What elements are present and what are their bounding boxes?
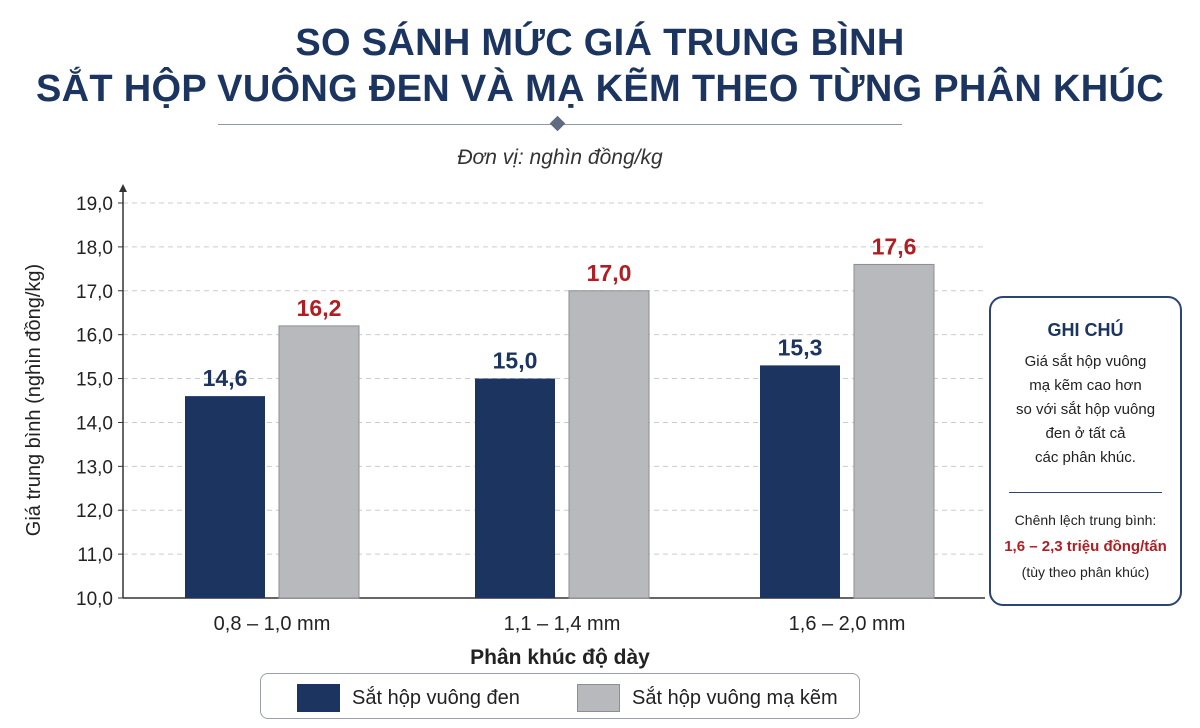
legend-label-galvanized: Sắt hộp vuông mạ kẽm (632, 686, 838, 709)
chart-legend: Sắt hộp vuông đen Sắt hộp vuông mạ kẽm (260, 673, 860, 719)
bar-black (185, 396, 265, 598)
legend-label-black: Sắt hộp vuông đen (352, 686, 520, 709)
y-axis-arrow-icon (119, 184, 127, 192)
legend-swatch-galvanized (577, 684, 620, 712)
data-label: 15,0 (493, 348, 538, 374)
legend-swatch-black (297, 684, 340, 712)
y-tick-label: 19,0 (76, 194, 113, 215)
bar-black (760, 365, 840, 598)
note-body-line: Giá sắt hộp vuông (1024, 353, 1147, 370)
note-diff-label: Chênh lệch trung bình: (1014, 512, 1157, 528)
bar-galvanized (568, 290, 650, 599)
legend-item-black: Sắt hộp vuông đen (297, 684, 520, 712)
x-tick-label: 1,6 – 2,0 mm (789, 613, 906, 635)
y-tick-label: 18,0 (76, 238, 113, 259)
y-tick-label: 16,0 (76, 326, 113, 347)
y-tick-label: 12,0 (76, 501, 113, 522)
x-tick-label: 1,1 – 1,4 mm (504, 613, 621, 635)
note-body-line: đen ở tất cả (1045, 425, 1126, 442)
x-tick-label: 0,8 – 1,0 mm (214, 613, 331, 635)
bar-galvanized (853, 263, 935, 599)
note-box: GHI CHÚ Giá sắt hộp vuông mạ kẽm cao hơn… (989, 296, 1182, 606)
x-axis-title: Phân khúc độ dày (470, 646, 650, 669)
note-diff-sub: (tùy theo phân khúc) (1021, 564, 1150, 580)
y-tick-label: 14,0 (76, 413, 113, 434)
y-axis-title: Giá trung bình (nghìn đồng/kg) (23, 264, 45, 536)
note-diff-value: 1,6 – 2,3 triệu đồng/tấn (1004, 538, 1167, 555)
data-label: 17,0 (587, 260, 632, 286)
unit-label: Đơn vị: nghìn đồng/kg (457, 146, 663, 169)
data-label: 16,2 (297, 295, 342, 321)
note-separator (1009, 492, 1162, 493)
note-title: GHI CHÚ (1047, 320, 1124, 340)
note-body: Giá sắt hộp vuông mạ kẽm cao hơn so với … (1001, 350, 1170, 470)
bar-galvanized (278, 325, 360, 599)
legend-item-galvanized: Sắt hộp vuông mạ kẽm (577, 684, 838, 712)
note-body-line: các phân khúc. (1035, 449, 1136, 466)
bar-black (475, 378, 555, 598)
chart-title-line-2: SẮT HỘP VUÔNG ĐEN VÀ MẠ KẼM THEO TỪNG PH… (36, 68, 1164, 110)
y-tick-label: 13,0 (76, 457, 113, 478)
data-label: 14,6 (203, 365, 248, 391)
y-tick-label: 11,0 (77, 545, 113, 566)
chart-title-line-1: SO SÁNH MỨC GIÁ TRUNG BÌNH (295, 22, 905, 64)
y-tick-label: 10,0 (76, 589, 113, 610)
y-tick-label: 17,0 (76, 282, 113, 303)
note-body-line: mạ kẽm cao hơn (1029, 377, 1142, 394)
data-label: 15,3 (778, 334, 823, 360)
data-label: 17,6 (872, 233, 917, 259)
note-body-line: so với sắt hộp vuông (1015, 401, 1156, 418)
y-tick-label: 15,0 (76, 370, 113, 391)
